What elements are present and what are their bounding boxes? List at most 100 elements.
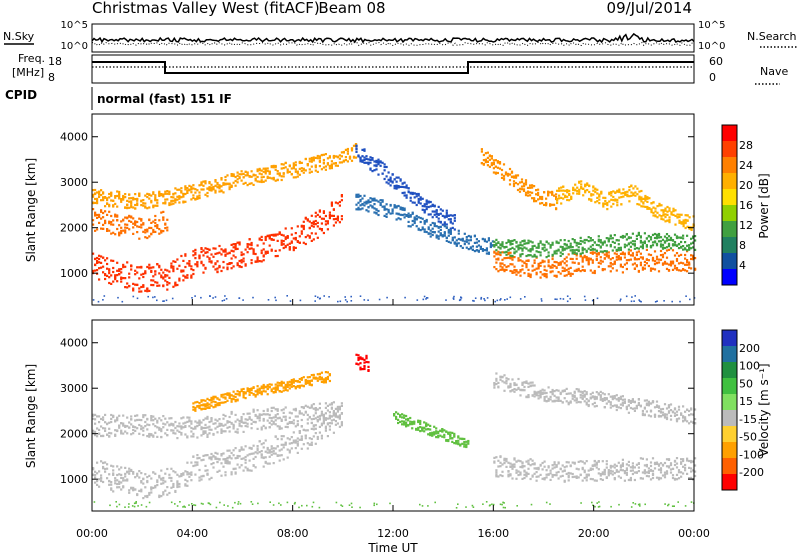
- power-cell: [379, 164, 382, 167]
- power-cell: [447, 234, 450, 237]
- power-cell: [411, 223, 414, 226]
- power-cell: [607, 240, 610, 243]
- power-cell: [628, 200, 631, 203]
- velocity-cell: [160, 428, 163, 431]
- power-cell: [527, 268, 530, 271]
- power-cell: [242, 182, 245, 185]
- power-cell: [254, 260, 257, 263]
- power-cell: [122, 196, 125, 199]
- power-cell: [433, 231, 436, 234]
- velocity-cell: [619, 476, 622, 479]
- velocity-cell: [324, 429, 327, 432]
- velocity-cell: [561, 474, 564, 477]
- velocity-cell: [290, 381, 293, 384]
- velocity-cell: [202, 426, 205, 430]
- power-cell: [586, 189, 589, 192]
- power-cell: [661, 262, 665, 265]
- velocity-cell: [128, 489, 131, 492]
- velocity-cell: [264, 390, 267, 393]
- velocity-cell: [294, 425, 297, 428]
- power-cell: [531, 264, 534, 267]
- power-cell: [100, 261, 103, 264]
- power-cell: [218, 265, 221, 269]
- power-cell: [132, 226, 135, 229]
- power-cell: [555, 252, 558, 255]
- velocity-cell: [310, 374, 313, 377]
- velocity-cell: [284, 383, 287, 386]
- velocity-cell: [563, 480, 566, 483]
- power-cell: [621, 271, 624, 274]
- velocity-cell: [585, 473, 588, 476]
- power-cell: [114, 202, 117, 205]
- velocity-cell: [204, 404, 207, 407]
- power-cell: [300, 161, 303, 164]
- velocity-cell: [603, 473, 606, 476]
- velocity-cell: [146, 479, 149, 483]
- power-cell: [620, 203, 623, 206]
- velocity-cell: [120, 422, 123, 425]
- velocity-cell: [627, 464, 630, 467]
- velocity-cell: [521, 383, 524, 386]
- power-cell: [385, 203, 388, 206]
- power-cell: [587, 240, 590, 243]
- power-cell: [537, 193, 540, 197]
- power-cell: [563, 248, 566, 251]
- velocity-cell: [102, 465, 105, 469]
- velocity-cell: [206, 415, 209, 418]
- power-cell: [676, 213, 679, 216]
- power-cell: [352, 155, 356, 158]
- velocity-cell: [294, 409, 297, 412]
- velocity-cell: [597, 472, 600, 475]
- power-cell: [489, 243, 492, 246]
- power-cell: [633, 258, 636, 261]
- velocity-cell: [328, 417, 331, 420]
- power-cell: [673, 243, 677, 247]
- power-cell: [190, 191, 193, 194]
- velocity-cell: [186, 484, 189, 487]
- power-cell: [204, 247, 207, 250]
- velocity-cell: [182, 472, 185, 475]
- velocity-cell: [124, 424, 127, 427]
- power-cell: [314, 215, 317, 218]
- velocity-cell: [497, 465, 500, 468]
- velocity-cell: [284, 441, 287, 444]
- velocity-cell: [236, 463, 239, 466]
- velocity-cell: [569, 465, 572, 468]
- power-cell: [516, 174, 520, 177]
- velocity-cell: [158, 476, 161, 479]
- velocity-cell: [457, 439, 460, 442]
- velocity-cell: [322, 378, 325, 381]
- power-cell: [671, 268, 675, 271]
- velocity-cell: [647, 471, 650, 474]
- velocity-cell: [206, 417, 209, 420]
- power-cell: [332, 156, 335, 159]
- power-cell: [514, 176, 518, 179]
- power-cell: [308, 220, 311, 223]
- velocity-cell: [395, 411, 398, 414]
- power-cell: [264, 172, 267, 175]
- power-cell: [328, 165, 331, 168]
- power-cell: [496, 171, 499, 175]
- velocity-cell: [262, 417, 265, 421]
- velocity-cell: [673, 459, 677, 462]
- velocity-cell: [665, 470, 669, 473]
- velocity-cell: [357, 358, 360, 361]
- velocity-cell: [302, 406, 305, 409]
- velocity-cell: [597, 460, 600, 463]
- power-cell: [238, 173, 241, 176]
- power-cell: [421, 228, 424, 231]
- power-cell: [240, 253, 243, 257]
- velocity-cell: [593, 460, 596, 463]
- power-cell: [641, 241, 644, 244]
- power-cell: [541, 202, 544, 205]
- power-cell: [541, 243, 544, 246]
- power-cell: [264, 235, 267, 239]
- velocity-cell: [190, 435, 193, 438]
- power-cell: [222, 182, 225, 185]
- power-cell: [108, 220, 111, 223]
- power-ground-cell: [378, 298, 381, 301]
- power-cell: [110, 282, 113, 285]
- power-cell: [529, 184, 532, 187]
- velocity-cell: [330, 403, 333, 406]
- velocity-cell: [244, 421, 247, 424]
